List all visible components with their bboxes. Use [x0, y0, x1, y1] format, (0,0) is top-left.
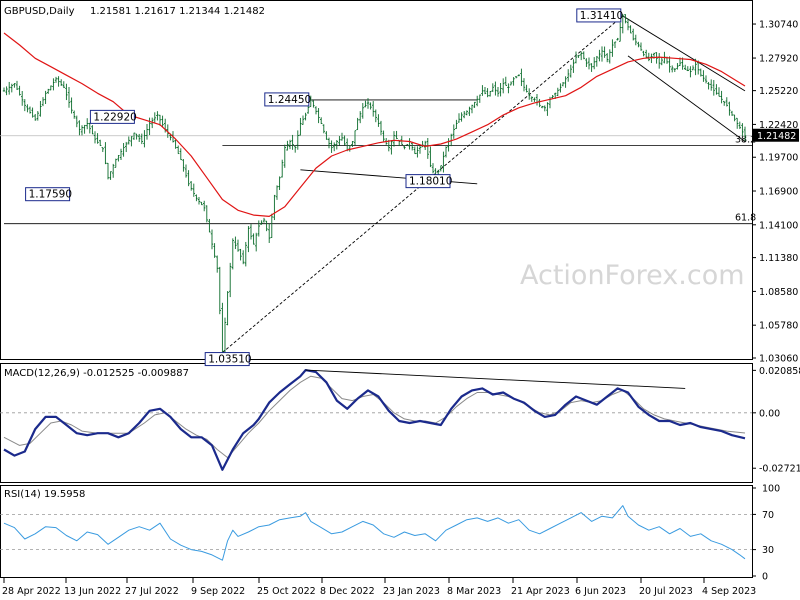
x-axis-tick-label: 9 Sep 2022 [191, 586, 245, 597]
price-label-text: 1.17590 [29, 189, 72, 201]
rsi-y-tick-label: 100 [762, 484, 780, 495]
x-axis-tick-label: 4 Sep 2023 [702, 586, 756, 597]
x-axis: 28 Apr 2022 13 Jun 2022 27 Jul 2022 9 Sep 2… [2, 578, 756, 597]
price-annotations: 1.31410 1.24450 1.22920 1.17590 1.18010 1.035… [25, 8, 623, 367]
x-axis-tick-label: 8 Mar 2023 [447, 586, 501, 597]
watermark: ActionForex.com [520, 260, 745, 291]
macd-lines [0, 369, 752, 471]
x-axis-tick-label: 21 Apr 2023 [511, 586, 570, 597]
trendline [627, 55, 746, 142]
macd-y-axis: 0.020858 0.00 -0.027213 [752, 366, 800, 475]
price-y-tick-label: 1.25220 [759, 86, 798, 97]
price-header-ohlc: 1.21581 1.21617 1.21344 1.21482 [90, 6, 265, 17]
x-axis-tick-label: 20 Jul 2023 [639, 586, 693, 597]
macd-y-tick-label: 0.020858 [759, 366, 800, 377]
price-y-tick-label: 1.19700 [759, 153, 798, 164]
macd-panel[interactable] [0, 363, 753, 483]
macd-y-tick-label: 0.00 [759, 408, 780, 419]
x-axis-tick-label: 8 Dec 2022 [320, 586, 375, 597]
price-y-axis: 1.30740 1.27920 1.25220 1.22420 1.19700 1.169… [752, 20, 799, 365]
x-axis-tick-label: 25 Oct 2022 [257, 586, 316, 597]
price-y-tick-label: 1.14100 [759, 220, 798, 231]
rsi-main-line [3, 505, 746, 561]
price-candles [2, 14, 747, 355]
rsi-y-tick-label: 30 [762, 545, 774, 556]
price-label-box [264, 92, 310, 107]
x-axis-tick-label: 28 Apr 2022 [2, 586, 61, 597]
price-y-tick-label: 1.03060 [759, 354, 798, 365]
x-axis-tick-label: 27 Jul 2022 [125, 586, 179, 597]
price-label-text: 1.03510 [208, 354, 251, 366]
fib-level-label: 61.8 [735, 213, 756, 224]
price-y-tick-label: 1.08580 [759, 287, 798, 298]
rsi-y-tick-label: 0 [762, 572, 768, 583]
x-axis-tick-label: 6 Jun 2023 [575, 586, 626, 597]
rsi-header: RSI(14) 19.5958 [4, 489, 85, 500]
rsi-y-axis: 100 70 30 0 [752, 484, 780, 583]
price-y-tick-label: 1.30740 [759, 20, 798, 31]
price-label-box [89, 109, 135, 124]
macd-header: MACD(12,26,9) -0.012525 -0.009887 [4, 368, 189, 379]
price-y-tick-label: 1.05780 [759, 321, 798, 332]
price-label-box [576, 8, 622, 23]
x-axis-tick-label: 13 Jun 2022 [64, 586, 121, 597]
rsi-panel[interactable] [0, 485, 753, 578]
price-label-text: 1.22920 [93, 111, 136, 123]
macd-main-line [3, 369, 746, 471]
macd-trendline [305, 369, 686, 389]
trendline [622, 15, 746, 92]
price-y-tick-label: 1.27920 [759, 54, 798, 65]
price-y-tick-label: 1.11380 [759, 253, 798, 264]
price-label-text: 1.31410 [580, 10, 623, 22]
price-header-symbol: GBPUSD,Daily [4, 6, 75, 17]
rsi-line [0, 505, 752, 561]
price-panel[interactable] [0, 0, 753, 360]
price-label-box [204, 352, 250, 367]
rsi-y-tick-label: 70 [762, 510, 774, 521]
price-label-box [405, 174, 451, 189]
price-y-tick-label: 1.22420 [759, 120, 798, 131]
price-label-text: 1.24450 [268, 94, 311, 106]
current-price-label: 1.21482 [757, 131, 796, 142]
price-y-tick-label: 1.16900 [759, 187, 798, 198]
price-levels: 38.2 61.8 [0, 135, 756, 225]
price-label-box [25, 187, 71, 202]
fib-level-label: 38.2 [735, 135, 756, 146]
macd-y-tick-label: -0.027213 [759, 464, 800, 475]
current-price-box [753, 128, 799, 142]
x-axis-tick-label: 23 Jan 2023 [383, 586, 440, 597]
price-label-text: 1.18010 [409, 176, 452, 188]
